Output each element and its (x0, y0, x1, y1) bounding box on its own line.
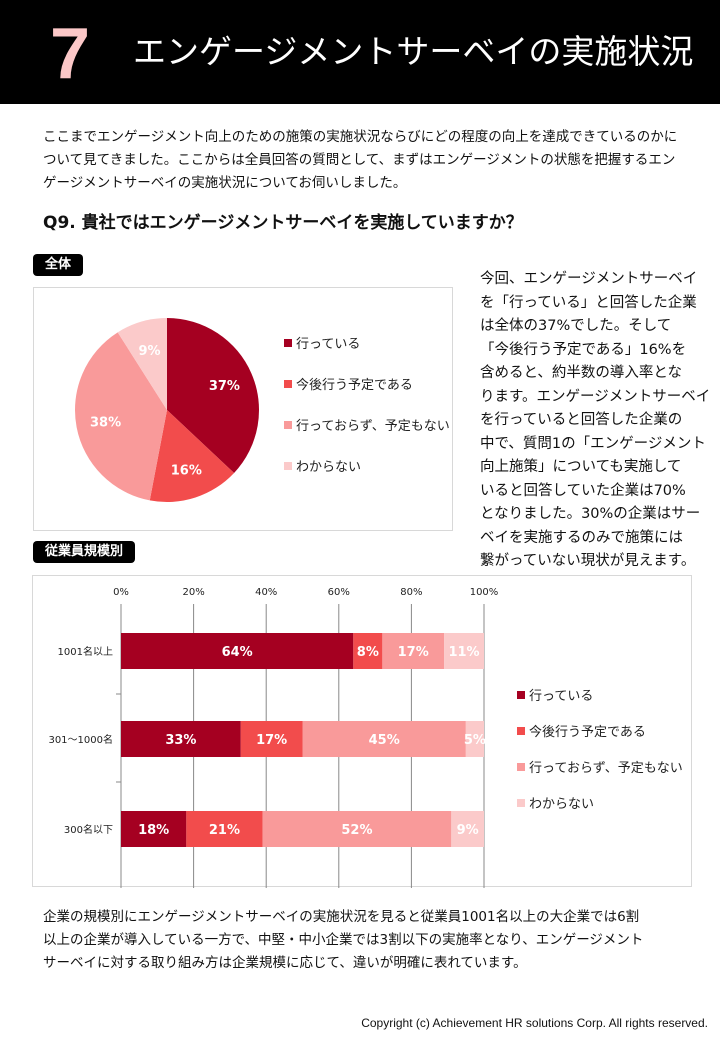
side-commentary: 今回、エンゲージメントサーベイ を「行っている」と回答した企業 は全体の37%で… (480, 268, 710, 574)
bar-data-label: 9% (457, 823, 479, 838)
category-label: 1001名以上 (58, 645, 113, 658)
bar-segment (262, 811, 452, 847)
stacked-bar-chart: 0% 20% 40% 60% 80% 100% 1001名以上 64% 8% 17% 11% 301～… (48, 587, 683, 888)
side-line: となりました。30%の企業はサー (480, 506, 701, 522)
x-tick-label: 20% (182, 587, 204, 598)
bar-segment (465, 721, 484, 757)
legend-swatch (517, 691, 525, 699)
side-line: 中で、質問1の「エンゲージメント (480, 435, 706, 452)
by-size-tag: 従業員規模別 (33, 541, 136, 563)
intro-line: ゲージメントサーベイの実施状況についてお伺いしました。 (43, 175, 407, 191)
bar-data-label: 5% (464, 733, 486, 748)
legend-label: わからない (296, 460, 361, 475)
section-number: 7 (50, 14, 91, 94)
bar-segment (121, 633, 354, 669)
bar-data-label: 64% (222, 645, 253, 660)
side-line: 今回、エンゲージメントサーベイ (480, 271, 698, 287)
legend-swatch (284, 421, 292, 429)
pie-data-label: 16% (171, 463, 202, 478)
legend-swatch (517, 727, 525, 735)
bar-segment (121, 811, 187, 847)
side-line: 向上施策」についても実施して (480, 459, 682, 475)
intro-paragraph: ここまでエンゲージメント向上のための施策の実施状況ならびにどの程度の向上を達成で… (43, 126, 677, 195)
category-label: 301～1000名 (48, 733, 113, 746)
bar-data-label: 17% (398, 645, 429, 660)
outro-line: 企業の規模別にエンゲージメントサーベイの実施状況を見ると従業員1001名以上の大… (43, 909, 640, 925)
legend-swatch (517, 763, 525, 771)
x-tick-label: 80% (400, 587, 422, 598)
category-label: 300名以下 (64, 823, 113, 836)
legend-label: 行っている (296, 337, 360, 352)
copyright: Copyright (c) Achievement HR solutions C… (361, 1016, 708, 1030)
bar-segment (382, 633, 445, 669)
side-line: いると回答していた企業は70% (480, 482, 686, 499)
pie-chart: 37% 16% 38% 9% 行っている今後行う予定である行っておらず、予定もないわから… (75, 318, 450, 502)
x-tick-label: 0% (113, 587, 129, 598)
side-line: を行っていると回答した企業の (480, 412, 683, 428)
pie-slice (149, 410, 235, 502)
outro-line: 以上の企業が導入している一方で、中堅・中小企業では3割以下の実施率となり、エンゲ… (43, 932, 644, 948)
bar-segment (121, 721, 241, 757)
legend-label: わからない (529, 797, 594, 812)
bar-data-label: 52% (341, 823, 372, 838)
bar-segment (240, 721, 303, 757)
legend-label: 行っている (529, 689, 593, 704)
pie-slice (167, 318, 259, 473)
legend-label: 今後行う予定である (296, 377, 413, 393)
side-line: を「行っている」と回答した企業 (480, 294, 697, 311)
side-line: は全体の37%でした。そして (480, 318, 672, 334)
bar-segment (302, 721, 466, 757)
pie-chart-frame: 37% 16% 38% 9% 行っている今後行う予定である行っておらず、予定もない わから… (33, 287, 453, 531)
overall-tag: 全体 (33, 254, 84, 276)
header-bar: 7 エンゲージメントサーベイの実施状況 (0, 0, 720, 104)
pie-data-label: 37% (209, 379, 240, 394)
pie-slice (117, 318, 167, 410)
legend-swatch (284, 380, 292, 388)
bar-data-label: 17% (256, 733, 287, 748)
page-title: エンゲージメントサーベイの実施状況 (133, 32, 694, 71)
legend-label: 行っておらず、予定もない (296, 419, 450, 434)
bar-data-label: 45% (369, 733, 400, 748)
bar-segment (451, 811, 484, 847)
bar-chart-frame: 0% 20% 40% 60% 80% 100% 1001名以上 64% 8% 17% 11% 301～… (32, 575, 692, 888)
pie-data-label: 38% (90, 416, 121, 431)
side-line: ります。エンゲージメントサーベイ (480, 388, 711, 405)
bar-segment (444, 633, 484, 669)
bar-data-label: 8% (357, 645, 379, 660)
x-tick-label: 40% (255, 587, 277, 598)
legend-swatch (284, 339, 292, 347)
intro-line: ここまでエンゲージメント向上のための施策の実施状況ならびにどの程度の向上を達成で… (43, 129, 678, 145)
x-tick-label: 60% (328, 587, 350, 598)
bar-data-label: 11% (448, 645, 479, 660)
bar-data-label: 21% (209, 823, 240, 838)
x-tick-label: 100% (470, 587, 499, 598)
question-heading: Q9. 貴社ではエンゲージメントサーベイを実施していますか？ (43, 213, 523, 233)
bar-segment (353, 633, 383, 669)
intro-line: ついて見てきました。ここからは全員回答の質問として、まずはエンゲージメントの状態… (43, 152, 676, 168)
legend-label: 行っておらず、予定もない (529, 761, 683, 776)
side-line: 含めると、約半数の導入率とな (480, 365, 682, 381)
legend-swatch (517, 799, 525, 807)
pie-data-label: 9% (139, 344, 161, 359)
legend-swatch (284, 462, 292, 470)
side-line: ベイを実施するのみで施策には (480, 529, 683, 546)
bar-data-label: 33% (165, 733, 196, 748)
pie-slice (75, 332, 167, 501)
legend-label: 今後行う予定である (529, 724, 646, 740)
bar-data-label: 18% (138, 823, 169, 838)
side-line: 「今後行う予定である」16%を (480, 341, 687, 358)
bar-segment (186, 811, 263, 847)
side-line: 繋がっていない現状が見えます。 (480, 553, 696, 569)
outro-paragraph: 企業の規模別にエンゲージメントサーベイの実施状況を見ると従業員1001名以上の大… (43, 906, 643, 975)
outro-line: サーベイに対する取り組み方は企業規模に応じて、違いが明確に表れています。 (43, 955, 527, 971)
